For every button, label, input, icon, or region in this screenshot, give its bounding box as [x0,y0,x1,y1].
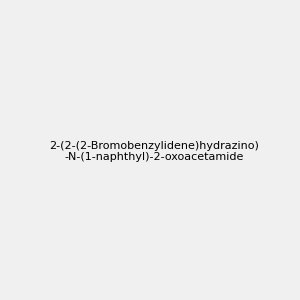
Text: 2-(2-(2-Bromobenzylidene)hydrazino)
-N-(1-naphthyl)-2-oxoacetamide: 2-(2-(2-Bromobenzylidene)hydrazino) -N-(… [49,141,259,162]
